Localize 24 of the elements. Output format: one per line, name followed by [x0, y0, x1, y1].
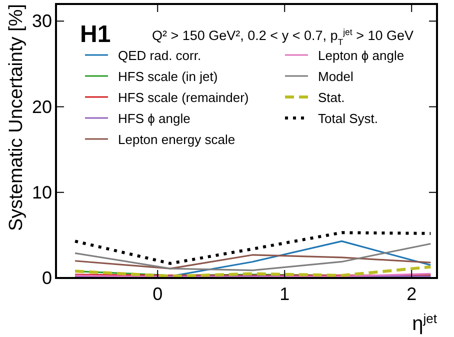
legend-label: Lepton energy scale — [118, 132, 236, 147]
x-tick-label: 2 — [406, 284, 417, 304]
y-tick-label: 10 — [32, 182, 52, 202]
line-series — [74, 242, 432, 272]
legend-label: Stat. — [318, 90, 345, 105]
y-tick-label: 0 — [42, 268, 52, 288]
y-tick-label: 30 — [32, 11, 52, 32]
line-series — [74, 254, 432, 270]
legend-label: Model — [318, 69, 354, 84]
x-tick-label: 1 — [280, 284, 290, 304]
y-tick-label: 20 — [32, 96, 52, 117]
legend-label: QED rad. corr. — [118, 48, 202, 63]
legend-label: HFS ϕ angle — [118, 111, 190, 126]
legend-label: Total Syst. — [318, 111, 378, 126]
legend-label: Lepton ϕ angle — [318, 48, 404, 63]
text: H1 — [80, 21, 111, 48]
x-tick-label: 0 — [152, 284, 163, 304]
text: Q² > 150 GeV², 0.2 < y < 0.7, p$_{T}$$^{jet}$ > 10 GeV — [152, 27, 414, 47]
y-axis-title: Systematic Uncertainty [%] — [6, 4, 27, 232]
line-series — [74, 265, 432, 278]
legend-label: HFS scale (in jet) — [118, 69, 218, 84]
line-series — [74, 231, 432, 265]
x-axis-title: η$^{jet}$ — [412, 310, 438, 335]
legend-label: HFS scale (remainder) — [118, 90, 249, 105]
